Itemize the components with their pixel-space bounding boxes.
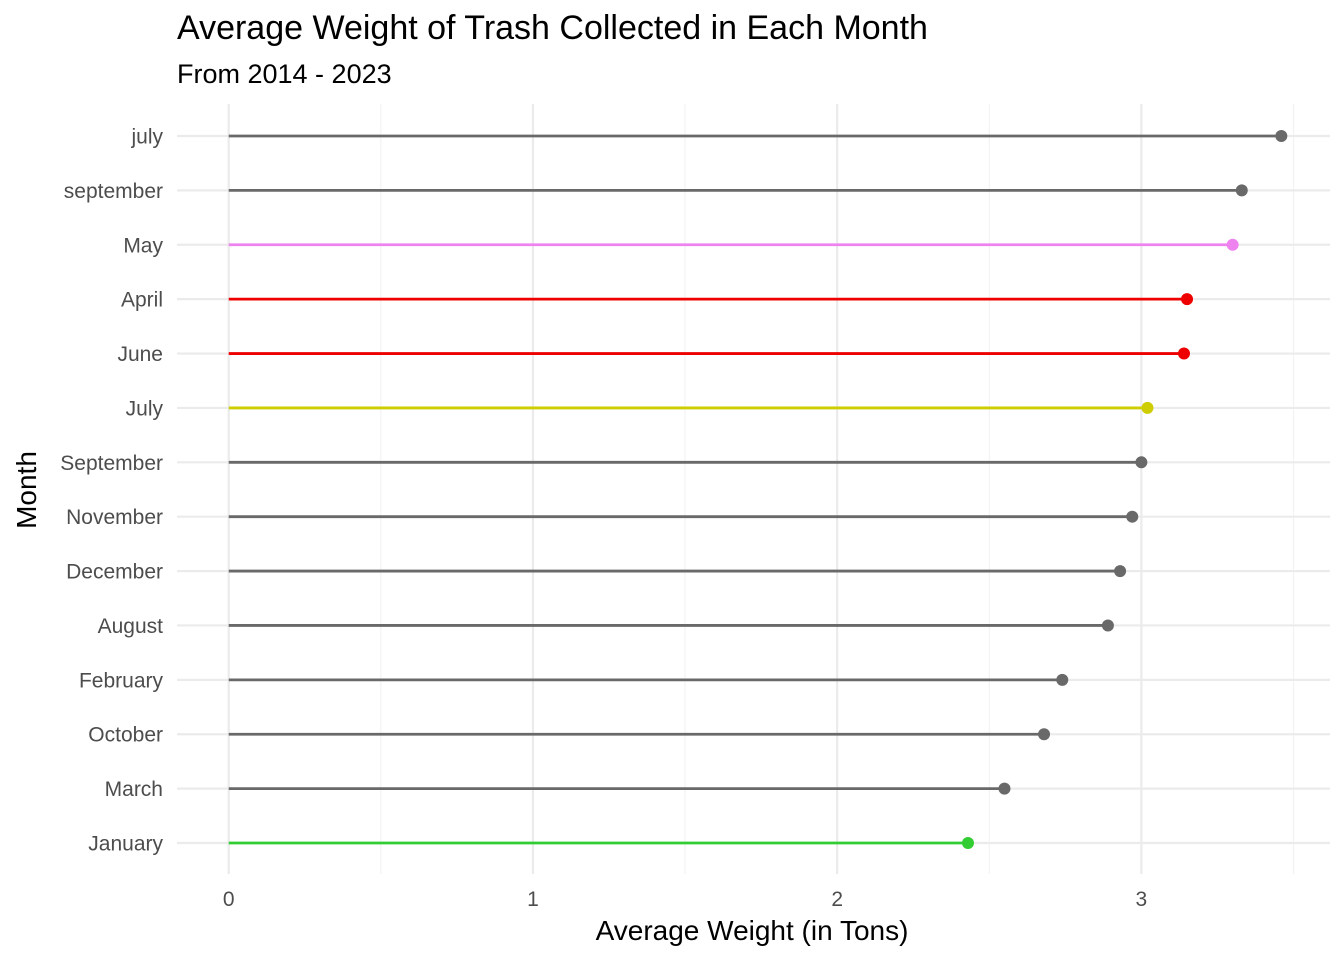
- point-5: [1114, 565, 1127, 578]
- point-1: [998, 782, 1011, 795]
- y-tick-label-2: October: [88, 724, 163, 747]
- data-marks: [228, 130, 1288, 849]
- point-10: [1181, 293, 1194, 306]
- y-tick-label-3: February: [79, 669, 164, 692]
- point-3: [1056, 673, 1069, 686]
- point-4: [1101, 619, 1114, 632]
- y-tick-label-11: May: [123, 234, 163, 257]
- x-tick-label-3: 3: [1136, 888, 1148, 911]
- y-tick-label-12: september: [64, 180, 163, 203]
- point-8: [1141, 401, 1154, 414]
- y-tick-label-1: March: [105, 778, 163, 801]
- y-tick-label-8: July: [126, 397, 164, 420]
- point-11: [1226, 238, 1239, 251]
- point-0: [961, 837, 974, 849]
- y-tick-label-10: April: [121, 289, 163, 312]
- point-6: [1126, 510, 1139, 523]
- x-tick-label-2: 2: [831, 888, 843, 911]
- x-tick-label-1: 1: [527, 888, 539, 911]
- x-axis-title: Average Weight (in Tons): [596, 915, 909, 946]
- point-9: [1177, 347, 1190, 360]
- y-tick-label-9: June: [117, 343, 163, 366]
- y-tick-label-13: july: [130, 126, 163, 149]
- point-12: [1235, 184, 1248, 197]
- grid-lines: [177, 104, 1330, 874]
- chart-subtitle: From 2014 - 2023: [177, 59, 392, 89]
- point-13: [1275, 130, 1288, 142]
- chart-title: Average Weight of Trash Collected in Eac…: [177, 9, 928, 47]
- y-tick-label-5: December: [66, 561, 163, 584]
- x-tick-label-0: 0: [223, 888, 235, 911]
- y-tick-label-4: August: [98, 615, 164, 638]
- point-2: [1038, 728, 1051, 741]
- point-7: [1135, 456, 1148, 469]
- y-tick-label-7: September: [60, 452, 163, 475]
- y-axis-title: Month: [11, 451, 42, 529]
- y-tick-label-6: November: [66, 506, 163, 529]
- y-tick-label-0: January: [88, 833, 163, 856]
- x-axis-ticks: 0 1 2 3: [223, 888, 1147, 911]
- y-axis-ticks: January March October February August Decembe…: [60, 126, 163, 856]
